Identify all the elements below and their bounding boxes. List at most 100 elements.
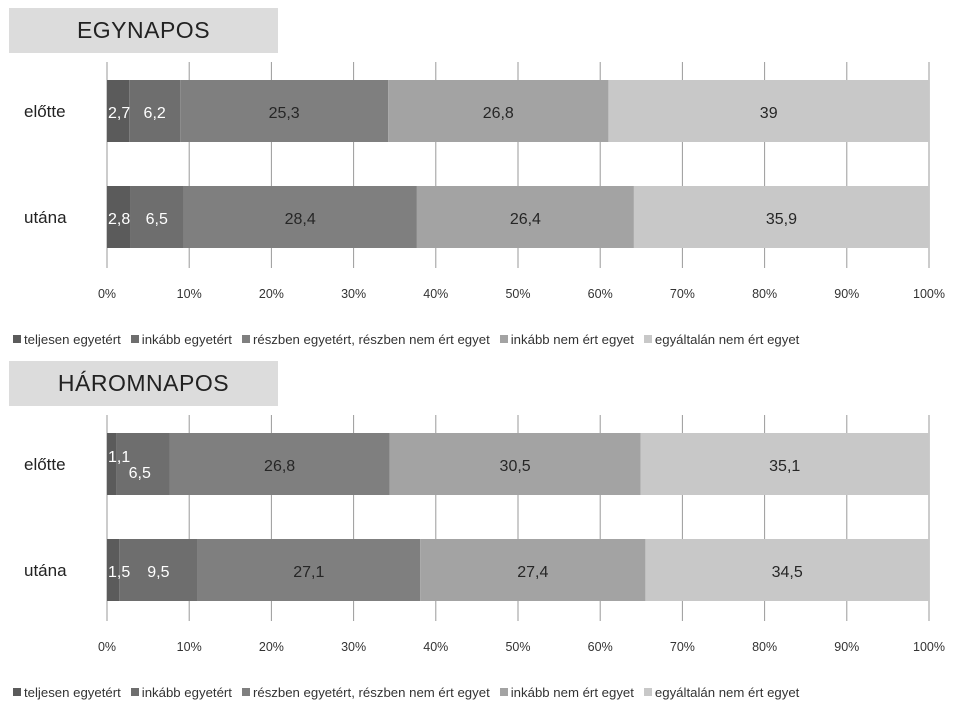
bar-segment xyxy=(116,433,170,495)
chart-legend: teljesen egyetért inkább egyetért részben … xyxy=(13,683,799,701)
chart-panel-egynapos: EGYNAPOS 0% 10% 20% 30% 40% 50% 60% 70% 80% 90% 10… xyxy=(9,8,945,348)
data-label: 25,3 xyxy=(269,105,300,122)
x-tick-label: 30% xyxy=(341,640,366,654)
x-tick-label: 100% xyxy=(913,287,945,301)
legend-swatch xyxy=(643,688,652,696)
bar-segment xyxy=(608,80,929,142)
data-label: 35,9 xyxy=(766,211,797,228)
legend-item: teljesen egyetért xyxy=(13,685,121,700)
data-label: 26,8 xyxy=(483,105,514,122)
x-tick-label: 0% xyxy=(98,640,116,654)
legend-label: inkább egyetért xyxy=(141,331,232,347)
legend-item: egyáltalán nem ért egyet xyxy=(643,331,800,347)
x-tick-label: 90% xyxy=(834,287,859,301)
legend-swatch xyxy=(499,335,508,343)
legend-item: részben egyetért, részben nem ért egyet xyxy=(241,331,490,347)
bar-segment xyxy=(197,539,421,601)
category-label: utána xyxy=(24,561,67,580)
chart-title: EGYNAPOS xyxy=(76,17,211,43)
stacked-bar-chart: 0% 10% 20% 30% 40% 50% 60% 70% 80% 90% 100% előtte 1… xyxy=(24,415,945,654)
data-label: 2,7 xyxy=(108,105,130,122)
bar-segment xyxy=(633,186,929,248)
chart-title-box: EGYNAPOS xyxy=(9,8,278,53)
legend-item: inkább egyetért xyxy=(130,331,232,347)
legend-label: teljesen egyetért xyxy=(24,331,121,347)
bar-segment xyxy=(183,186,417,248)
x-tick-label: 20% xyxy=(259,640,284,654)
legend-swatch xyxy=(130,688,139,696)
x-tick-label: 10% xyxy=(177,640,202,654)
x-tick-label: 50% xyxy=(505,287,530,301)
chart-panel-haromnapos: HÁROMNAPOS 0% 10% 20% 30% 40% 50% 60% 70% 80% 90%… xyxy=(0,353,977,707)
chart-title-box: HÁROMNAPOS xyxy=(9,361,278,406)
x-tick-label: 30% xyxy=(341,287,366,301)
bar-segment xyxy=(107,80,130,142)
data-label: 26,4 xyxy=(510,211,541,228)
bar-segment xyxy=(169,433,390,495)
x-tick-label: 90% xyxy=(834,640,859,654)
data-label: 27,4 xyxy=(517,564,548,581)
data-label: 34,5 xyxy=(772,564,803,581)
chart-title: HÁROMNAPOS xyxy=(57,370,230,396)
bar-segment xyxy=(119,539,198,601)
bar-segment xyxy=(130,186,184,248)
data-label: 2,8 xyxy=(108,211,130,228)
data-label: 6,5 xyxy=(129,465,151,482)
x-tick-label: 20% xyxy=(259,287,284,301)
x-tick-label: 100% xyxy=(913,640,945,654)
data-label: 1,5 xyxy=(108,564,130,581)
data-label: 26,8 xyxy=(264,458,295,475)
legend-swatch xyxy=(643,335,652,343)
bar-segment xyxy=(107,433,117,495)
category-label: utána xyxy=(24,208,67,227)
bar-segment xyxy=(420,539,646,601)
data-label: 9,5 xyxy=(147,564,169,581)
stacked-bar-chart: 0% 10% 20% 30% 40% 50% 60% 70% 80% 90% 100% előtte 2… xyxy=(24,62,945,301)
legend-item: egyáltalán nem ért egyet xyxy=(643,685,799,700)
data-label: 1,1 xyxy=(108,449,130,466)
legend-item: részben egyetért, részben nem ért egyet xyxy=(241,684,490,700)
chart-legend: teljesen egyetért inkább egyetért részben … xyxy=(13,330,799,348)
x-tick-label: 10% xyxy=(177,287,202,301)
legend-item: inkább nem ért egyet xyxy=(499,685,634,700)
legend-swatch xyxy=(13,688,21,696)
legend-label: részben egyetért, részben nem ért egyet xyxy=(252,684,490,700)
bar-segment xyxy=(129,80,181,142)
x-tick-label: 60% xyxy=(588,287,613,301)
x-tick-label: 80% xyxy=(752,287,777,301)
category-label: előtte xyxy=(24,102,66,121)
legend-item: inkább egyetért xyxy=(130,684,232,700)
data-label: 28,4 xyxy=(285,211,316,228)
data-label: 39 xyxy=(760,105,778,122)
x-tick-label: 80% xyxy=(752,640,777,654)
x-tick-label: 0% xyxy=(98,287,116,301)
data-label: 6,5 xyxy=(146,211,168,228)
bar-segment xyxy=(107,186,131,248)
data-label: 6,2 xyxy=(144,105,166,122)
legend-swatch xyxy=(241,688,250,696)
bar-segment xyxy=(180,80,389,142)
legend-label: részben egyetért, részben nem ért egyet xyxy=(252,331,490,347)
data-label: 30,5 xyxy=(500,458,531,475)
x-tick-label: 70% xyxy=(670,640,695,654)
legend-label: egyáltalán nem ért egyet xyxy=(654,331,800,347)
bar-segment xyxy=(389,433,641,495)
bar-segment xyxy=(645,539,929,601)
legend-swatch xyxy=(499,688,508,696)
legend-label: inkább nem ért egyet xyxy=(510,331,634,347)
legend-swatch xyxy=(241,335,250,343)
x-tick-label: 70% xyxy=(670,287,695,301)
bar-segment xyxy=(416,186,634,248)
bar-segment xyxy=(388,80,609,142)
bar-segment xyxy=(107,539,120,601)
x-tick-label: 40% xyxy=(423,640,448,654)
legend-label: inkább egyetért xyxy=(141,684,232,700)
x-tick-label: 50% xyxy=(505,640,530,654)
x-tick-label: 60% xyxy=(588,640,613,654)
x-tick-label: 40% xyxy=(423,287,448,301)
legend-swatch xyxy=(130,335,139,343)
category-label: előtte xyxy=(24,455,66,474)
legend-item: inkább nem ért egyet xyxy=(499,331,634,347)
legend-label: teljesen egyetért xyxy=(24,684,121,700)
data-label: 35,1 xyxy=(769,458,800,475)
